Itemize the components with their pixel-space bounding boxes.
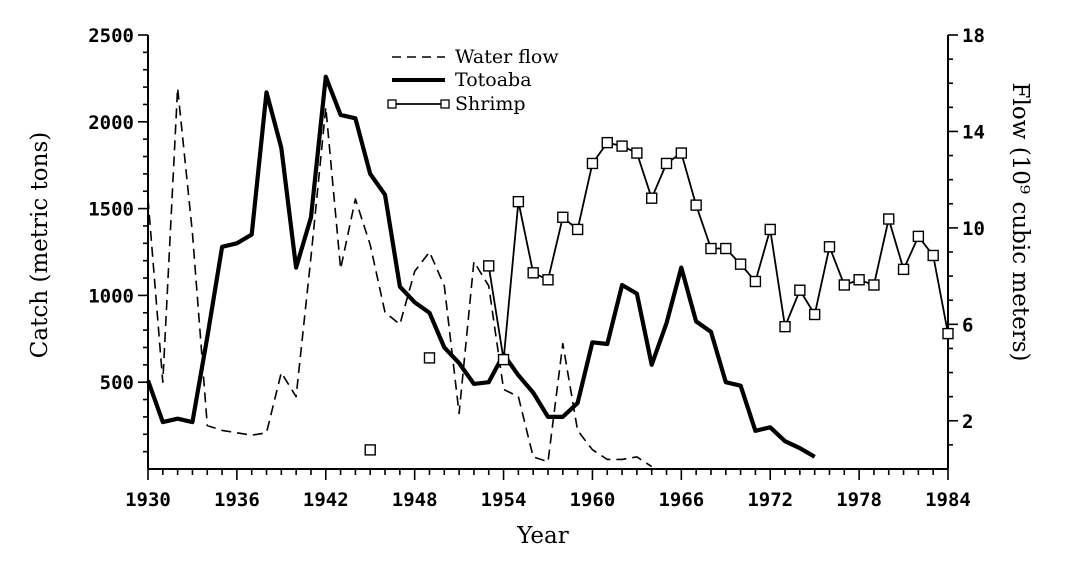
shrimp-point-marker	[512, 195, 525, 208]
y-right-tick-label: 14	[962, 121, 985, 143]
shrimp-point-marker	[646, 192, 658, 204]
shrimp-point-marker	[601, 136, 613, 149]
shrimp-point-marker	[660, 157, 673, 170]
shrimp-point-marker	[527, 267, 539, 279]
shrimp-point-marker	[690, 199, 702, 211]
shrimp-point-marker	[483, 260, 495, 272]
x-tick-label: 1984	[925, 489, 971, 511]
shrimp-point-marker	[942, 327, 954, 340]
shrimp-point-marker	[571, 223, 584, 236]
shrimp-point-marker	[720, 242, 732, 255]
legend: Water flow Totoaba Shrimp	[387, 46, 559, 115]
series-line-totoaba	[146, 74, 816, 459]
x-axis-title: Year	[516, 523, 569, 549]
shrimp-point-marker	[883, 213, 895, 225]
shrimp-point-marker	[794, 284, 806, 296]
shrimp-point-marker	[838, 279, 850, 291]
y-left-tick-label: 1000	[88, 285, 134, 307]
legend-label-totoaba: Totoaba	[455, 69, 532, 91]
shrimp-isolated-point-marker	[423, 352, 436, 364]
x-tick-label: 1954	[481, 489, 527, 511]
y-left-tick-label: 2000	[88, 112, 134, 134]
y-left-tick-label: 500	[100, 372, 134, 394]
shrimp-point-marker	[675, 147, 688, 159]
legend-label-shrimp: Shrimp	[455, 93, 526, 115]
x-tick-label: 1978	[836, 489, 882, 511]
y-right-tick-label: 10	[962, 218, 985, 240]
x-tick-label: 1930	[125, 489, 171, 511]
y-axis-left-title: Catch (metric tons)	[27, 132, 53, 358]
shrimp-point-marker	[616, 140, 628, 152]
legend-marker-shrimp-right	[440, 99, 450, 109]
ticks: 500 1000 1500 2000 2500 2 6 10 14 18 1930 1936 1942 1…	[88, 25, 985, 511]
shrimp-point-marker	[631, 147, 643, 159]
shrimp-point-marker	[705, 242, 717, 255]
shrimp-point-marker	[868, 279, 880, 291]
shrimp-point-marker	[557, 211, 569, 223]
y-right-tick-label: 18	[962, 25, 985, 47]
shrimp-point-marker	[497, 353, 510, 366]
shrimp-isolated-point-marker	[364, 444, 376, 456]
series-layer	[146, 74, 954, 468]
shrimp-point-marker	[734, 258, 747, 270]
shrimp-point-marker	[779, 320, 791, 333]
shrimp-point-marker	[808, 308, 821, 321]
y-left-tick-label: 1500	[88, 199, 134, 221]
shrimp-point-marker	[586, 157, 599, 170]
x-tick-label: 1948	[392, 489, 438, 511]
x-tick-label: 1966	[658, 489, 704, 511]
y-right-tick-label: 6	[962, 314, 973, 336]
y-right-tick-label: 2	[962, 411, 973, 433]
shrimp-point-marker	[542, 274, 554, 286]
shrimp-point-marker	[823, 241, 836, 253]
shrimp-point-marker	[749, 275, 762, 288]
legend-marker-shrimp-left	[387, 99, 397, 109]
x-tick-label: 1960	[570, 489, 616, 511]
x-tick-label: 1942	[303, 489, 349, 511]
shrimp-point-marker	[897, 263, 910, 276]
shrimp-point-marker	[912, 230, 925, 243]
shrimp-point-marker	[764, 223, 776, 236]
x-tick-label: 1972	[747, 489, 793, 511]
y-left-tick-label: 2500	[88, 25, 134, 47]
shrimp-point-marker	[927, 249, 939, 262]
series-line-shrimp	[487, 141, 949, 361]
y-axis-right-title: Flow (10⁹ cubic meters)	[1007, 83, 1033, 362]
legend-label-water-flow: Water flow	[455, 46, 559, 68]
x-tick-label: 1936	[214, 489, 260, 511]
series-line-water-flow	[147, 87, 653, 468]
shrimp-point-marker	[853, 274, 865, 286]
